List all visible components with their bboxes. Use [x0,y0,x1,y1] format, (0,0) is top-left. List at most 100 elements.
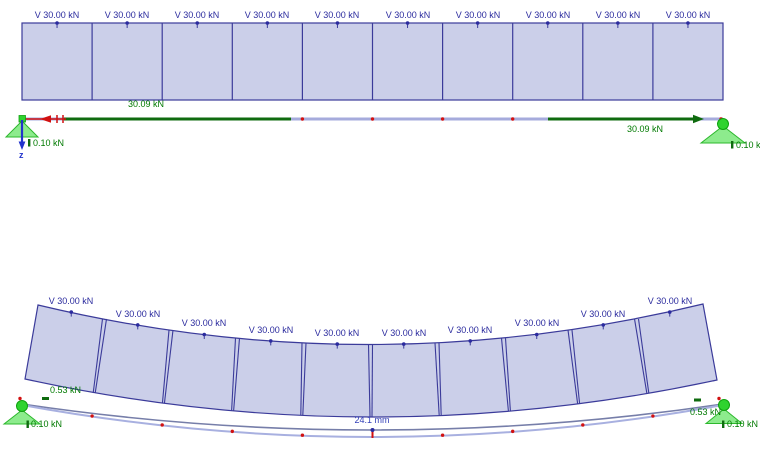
load-point-node [401,342,406,346]
shear-force-label-left: 0.53 kN [50,385,82,395]
load-value-label: V 30.00 kN [248,325,294,335]
load-value-label: V 30.00 kN [647,296,693,306]
load-point-node [667,310,672,314]
support-right-icon[interactable] [699,125,747,144]
load-value-label: V 30.00 kN [665,10,711,20]
deformed-band-divider [438,342,442,416]
member-division-node[interactable] [300,117,305,121]
load-value-label: V 30.00 kN [104,10,150,20]
support-left-icon[interactable] [2,409,42,425]
deformed-band-divider [371,344,374,418]
load-point-node [265,21,270,25]
member-division-node[interactable] [717,396,721,401]
reaction-arrow-right-icon [722,420,725,428]
deformed-band-divider [302,342,307,416]
member-division-node[interactable] [511,117,515,121]
deformed-band-divider [434,342,440,416]
deformed-band-divider [637,318,650,394]
load-point-node [686,21,690,25]
load-point-node [545,21,550,25]
member-division-node[interactable] [90,414,94,418]
load-value-label: V 30.00 kN [181,318,227,328]
deformed-band-divider [567,330,579,404]
load-point-node [335,21,340,25]
member-division-node[interactable] [651,414,655,418]
member-division-node[interactable] [300,433,305,437]
axial-force-label-right: 30.09 kN [626,124,664,134]
reaction-arrow-right-icon [731,141,734,149]
load-value-label: V 30.00 kN [115,309,161,319]
deformed-band-divider [367,344,371,418]
load-point-node [335,342,340,346]
deformed-band-divider [161,330,170,404]
member-division-node[interactable] [18,396,22,401]
load-point-node [55,21,59,25]
member-division-node[interactable] [230,429,234,434]
deformed-band-divider [92,318,104,394]
load-value-label: V 30.00 kN [385,10,431,20]
shear-diagram-mark-left [42,397,49,400]
deformed-band-divider [231,338,237,412]
axial-force-label-left: 30.09 kN [127,99,165,109]
deformed-band-divider [300,342,303,416]
member-division-node[interactable] [160,423,164,427]
max-deflection-node[interactable] [370,428,375,432]
load-point-node [69,310,74,314]
load-value-label: V 30.00 kN [580,309,626,319]
load-value-label: V 30.00 kN [455,10,501,20]
member-division-node[interactable] [511,429,515,434]
load-value-label: V 30.00 kN [595,10,641,20]
reaction-arrow-left-icon [26,420,29,428]
load-point-node [616,21,620,25]
support-node-right[interactable] [718,399,730,411]
load-value-label: V 30.00 kN [174,10,220,20]
member-division-node[interactable] [370,117,375,121]
nodal-load-arrowhead-icon [40,115,51,123]
load-point-node [475,21,480,25]
load-value-label: V 30.00 kN [244,10,290,20]
member-division-node[interactable] [440,433,445,437]
load-point-node [534,332,539,337]
deformed-band-divider [504,338,511,412]
axial-force-arrowhead-icon [693,114,704,124]
deformed-band-divider [94,318,108,394]
shear-force-label-right: 0.53 kN [690,407,722,417]
load-point-node [125,21,129,25]
support-node-left[interactable] [16,400,28,412]
support-reaction-label-right: 0.10 kN [736,140,760,150]
deformed-band-divider [233,338,241,412]
support-reaction-label-left: 0.10 kN [31,419,63,429]
load-value-label: V 30.00 kN [34,10,80,20]
member-division-node[interactable] [440,117,445,121]
deformed-band-divider [571,330,581,404]
load-value-label: V 30.00 kN [48,296,94,306]
z-axis-arrowhead-icon [18,141,26,150]
load-point-node [135,323,140,327]
load-point-node [601,323,606,327]
deformed-band-divider [633,318,648,394]
load-point-node [195,21,200,25]
z-axis-label: z [19,150,24,160]
deformed-load-band[interactable] [24,303,718,418]
load-value-label: V 30.00 kN [514,318,560,328]
max-deflection-label: 24.1 mm [354,415,390,425]
support-reaction-label-right: 0.10 kN [727,419,759,429]
support-node-right[interactable] [717,118,729,130]
reaction-arrow-left-icon [28,139,31,147]
deformed-band-divider [163,330,174,404]
load-value-label: V 30.00 kN [314,328,360,338]
load-point-node [468,339,473,343]
shear-diagram-mark-right [694,398,701,402]
load-value-label: V 30.00 kN [314,10,360,20]
member-division-node[interactable] [581,423,585,427]
load-point-node [202,332,207,337]
deformed-band-divider [500,338,509,412]
load-point-node [405,21,410,25]
load-value-label: V 30.00 kN [525,10,571,20]
load-point-node [268,339,273,343]
load-value-label: V 30.00 kN [381,328,427,338]
load-value-label: V 30.00 kN [447,325,493,335]
support-reaction-label-left: 0.10 kN [33,138,65,148]
